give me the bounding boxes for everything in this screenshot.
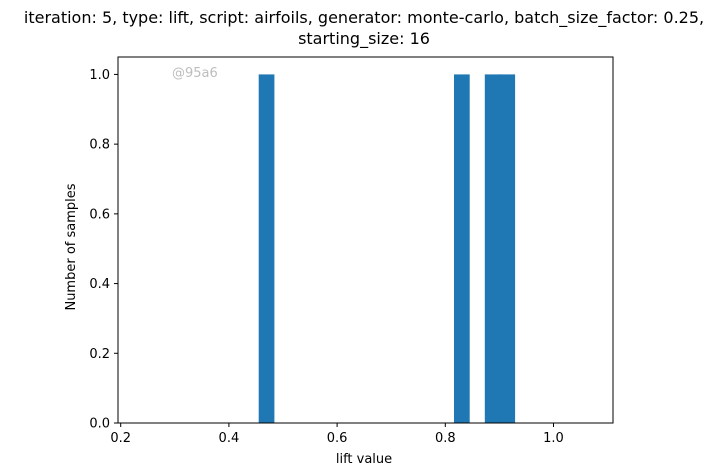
x-tick-label: 0.2 <box>110 431 131 446</box>
x-tick-label: 0.8 <box>435 431 456 446</box>
x-tick-label: 1.0 <box>543 431 564 446</box>
y-tick-label: 0.6 <box>89 207 110 222</box>
chart-title-line-2: starting_size: 16 <box>298 29 430 49</box>
bars-group <box>259 74 515 423</box>
y-tick-label: 0.8 <box>89 138 110 153</box>
bar-2 <box>454 74 470 423</box>
y-tick-label: 0.4 <box>89 277 110 292</box>
bar-1 <box>259 74 275 423</box>
x-axis-label: lift value <box>336 452 392 467</box>
y-tick-label: 0.2 <box>89 347 110 362</box>
chart-title-line-1: iteration: 5, type: lift, script: airfoi… <box>24 8 704 28</box>
x-tick-label: 0.4 <box>219 431 240 446</box>
bar-3 <box>485 74 501 423</box>
y-axis-ticks: 0.0 0.2 0.4 0.6 0.8 1.0 <box>89 68 118 432</box>
plot-frame <box>118 57 613 423</box>
bar-4 <box>499 74 515 423</box>
x-axis-ticks: 0.2 0.4 0.6 0.8 1.0 <box>110 423 563 446</box>
watermark-text: @95a6 <box>172 66 218 81</box>
y-tick-label: 0.0 <box>89 417 110 432</box>
x-tick-label: 0.6 <box>327 431 348 446</box>
y-tick-label: 1.0 <box>89 68 110 83</box>
y-axis-label: Number of samples <box>64 183 79 310</box>
chart-title: iteration: 5, type: lift, script: airfoi… <box>24 8 704 49</box>
